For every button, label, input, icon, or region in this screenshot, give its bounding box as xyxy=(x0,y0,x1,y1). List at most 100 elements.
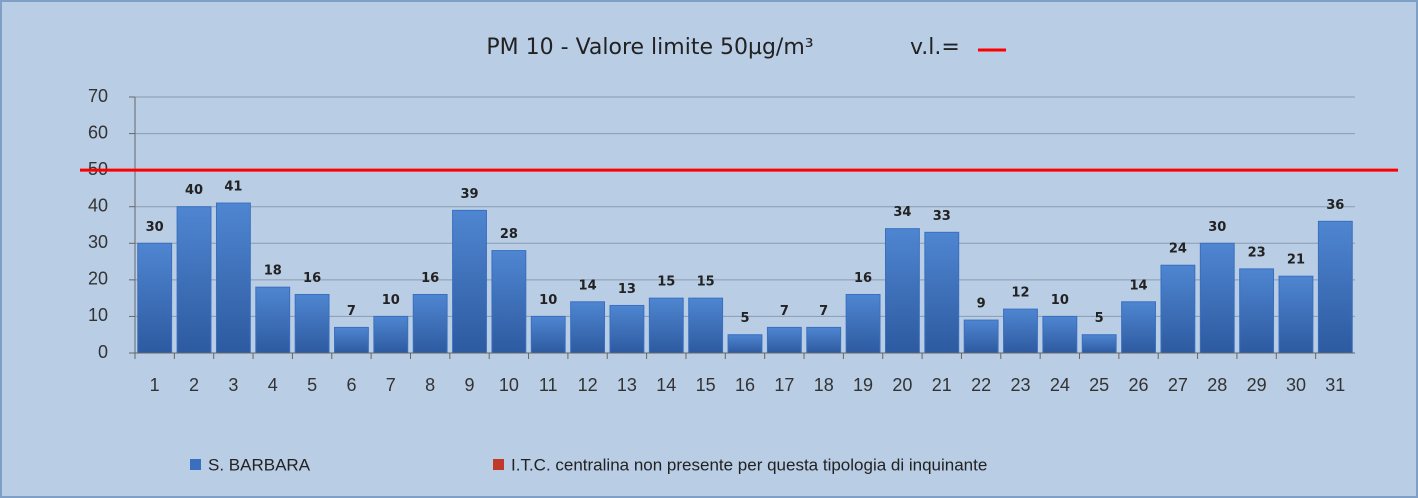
data-label: 18 xyxy=(264,264,282,279)
bar xyxy=(570,301,606,354)
x-tick-label: 22 xyxy=(971,375,991,395)
bar xyxy=(452,209,487,354)
x-tick-label: 13 xyxy=(617,375,637,395)
y-tick-label: 40 xyxy=(88,195,108,215)
chart-title: PM 10 - Valore limite 50µg/m³ xyxy=(486,35,813,60)
bar xyxy=(688,297,724,354)
bar xyxy=(1042,315,1078,354)
data-label: 24 xyxy=(1169,242,1187,257)
bar xyxy=(727,334,763,354)
bar xyxy=(884,228,920,354)
data-label: 14 xyxy=(579,278,597,293)
data-label: 34 xyxy=(893,205,911,220)
x-tick-label: 2 xyxy=(189,375,199,395)
data-label: 15 xyxy=(697,275,715,290)
bar xyxy=(609,304,645,354)
annotation: v.l.= xyxy=(910,35,960,60)
data-label: 14 xyxy=(1130,278,1148,293)
y-tick-label: 30 xyxy=(88,232,108,252)
x-tick-label: 30 xyxy=(1286,375,1306,395)
x-tick-label: 27 xyxy=(1168,375,1188,395)
bar xyxy=(1239,268,1275,354)
x-tick-label: 1 xyxy=(150,375,160,395)
data-label: 7 xyxy=(780,304,789,319)
data-label: 28 xyxy=(500,227,518,242)
x-tick-label: 7 xyxy=(386,375,396,395)
x-tick-label: 11 xyxy=(539,375,558,395)
x-tick-label: 3 xyxy=(228,375,238,395)
x-tick-label: 5 xyxy=(307,375,317,395)
data-label: 40 xyxy=(185,183,203,198)
data-label: 7 xyxy=(347,304,356,319)
bar xyxy=(1160,264,1196,354)
x-tick-label: 14 xyxy=(656,375,676,395)
data-label: 13 xyxy=(618,282,636,297)
y-tick-label: 0 xyxy=(98,342,108,362)
data-label: 5 xyxy=(1095,311,1104,326)
bar xyxy=(1081,334,1117,354)
x-tick-label: 26 xyxy=(1129,375,1149,395)
bar xyxy=(491,250,527,354)
bar xyxy=(255,286,291,354)
x-tick-label: 25 xyxy=(1089,375,1109,395)
x-tick-label: 17 xyxy=(774,375,794,395)
legend-label: S. BARBARA xyxy=(208,455,311,474)
y-tick-label: 60 xyxy=(88,122,108,142)
x-tick-label: 4 xyxy=(268,375,278,395)
bar xyxy=(412,293,448,354)
x-tick-label: 18 xyxy=(814,375,834,395)
x-tick-label: 15 xyxy=(696,375,716,395)
x-tick-label: 8 xyxy=(425,375,435,395)
data-label: 16 xyxy=(854,271,872,286)
data-label: 10 xyxy=(539,293,557,308)
legend-swatch xyxy=(190,459,201,470)
x-tick-label: 28 xyxy=(1207,375,1227,395)
bar xyxy=(1278,275,1314,354)
data-label: 30 xyxy=(146,220,164,235)
x-tick-label: 10 xyxy=(499,375,519,395)
data-label: 16 xyxy=(421,271,439,286)
bar xyxy=(963,319,999,354)
y-tick-label: 10 xyxy=(88,305,108,325)
bar xyxy=(530,315,566,354)
data-label: 10 xyxy=(1051,293,1069,308)
x-tick-label: 23 xyxy=(1010,375,1030,395)
bar xyxy=(845,293,881,354)
x-tick-label: 24 xyxy=(1050,375,1070,395)
x-tick-label: 29 xyxy=(1247,375,1267,395)
bar xyxy=(806,326,842,354)
data-label: 15 xyxy=(657,275,675,290)
bar xyxy=(215,202,251,354)
data-label: 9 xyxy=(977,297,986,312)
bar xyxy=(294,293,330,354)
data-label: 23 xyxy=(1248,245,1266,260)
bar xyxy=(1317,220,1353,354)
legend-label: I.T.C. centralina non presente per quest… xyxy=(511,455,987,474)
x-tick-label: 6 xyxy=(346,375,356,395)
data-label: 7 xyxy=(819,304,828,319)
data-label: 21 xyxy=(1287,253,1305,268)
bar xyxy=(1121,301,1156,354)
bar xyxy=(1003,308,1038,354)
bar xyxy=(766,326,802,354)
y-tick-label: 70 xyxy=(88,86,108,106)
bar xyxy=(1199,242,1235,354)
x-tick-label: 9 xyxy=(465,375,475,395)
x-tick-label: 31 xyxy=(1325,375,1345,395)
x-tick-label: 16 xyxy=(735,375,755,395)
data-label: 36 xyxy=(1326,198,1344,213)
x-tick-label: 12 xyxy=(578,375,598,395)
data-label: 41 xyxy=(224,180,242,195)
data-label: 39 xyxy=(460,187,478,202)
bar xyxy=(176,206,212,354)
data-label: 5 xyxy=(740,311,749,326)
legend-swatch xyxy=(493,459,504,470)
data-label: 10 xyxy=(382,293,400,308)
bar xyxy=(334,326,369,354)
x-tick-label: 20 xyxy=(892,375,912,395)
y-tick-label: 20 xyxy=(88,269,108,289)
data-label: 12 xyxy=(1011,286,1029,301)
data-label: 16 xyxy=(303,271,321,286)
bar xyxy=(924,231,960,354)
